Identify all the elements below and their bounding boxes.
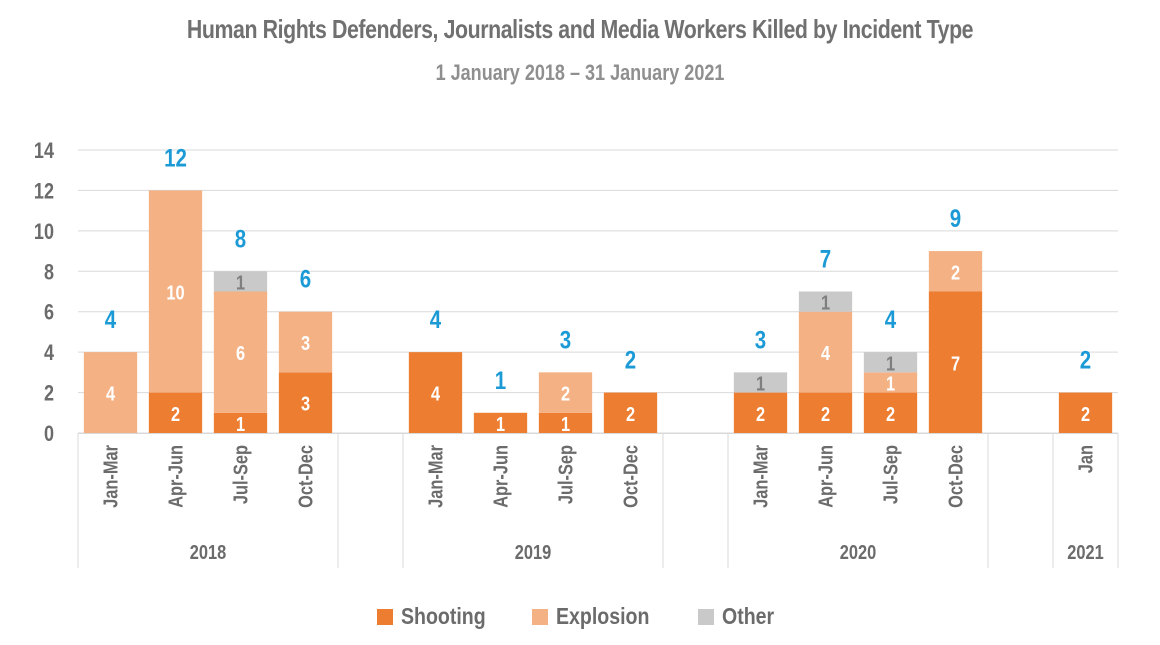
data-label-shooting: 1 <box>496 412 505 435</box>
x-group-label: 2021 <box>1067 540 1103 563</box>
bar-segment-other <box>798 291 853 312</box>
data-label-explosion: 4 <box>821 342 831 365</box>
data-label-explosion: 6 <box>236 342 245 365</box>
data-label-shooting: 2 <box>821 402 830 425</box>
data-label-shooting: 4 <box>431 382 441 405</box>
data-label-shooting: 2 <box>171 402 180 425</box>
data-label-shooting: 1 <box>236 412 245 435</box>
data-label-shooting: 2 <box>756 402 765 425</box>
bar-segment-explosion <box>798 311 853 393</box>
total-label: 7 <box>820 245 831 273</box>
legend-swatch-explosion <box>532 608 549 625</box>
bar-segment-explosion <box>538 372 593 413</box>
legend-item-shooting[interactable]: Shooting <box>376 603 501 630</box>
total-label: 6 <box>300 265 311 293</box>
y-tick-label: 2 <box>44 382 54 406</box>
bar-segment-shooting <box>408 352 463 433</box>
chart-subtitle: 1 January 2018 – 31 January 2021 <box>435 60 725 85</box>
bar-segment-explosion <box>83 352 138 433</box>
total-label: 4 <box>885 305 897 333</box>
data-label-shooting: 2 <box>886 402 895 425</box>
total-label: 12 <box>164 143 187 171</box>
data-label-shooting: 3 <box>301 392 310 415</box>
bar-segment-shooting <box>798 392 853 433</box>
data-label-other: 1 <box>886 352 895 375</box>
bar-segment-explosion <box>863 372 918 393</box>
bar-segment-shooting <box>863 392 918 433</box>
data-label-explosion: 3 <box>301 331 310 354</box>
bar-segment-shooting <box>473 412 528 433</box>
x-tick-label: Apr-Jun <box>814 445 837 508</box>
legend-swatch-other <box>698 608 715 625</box>
bar-segment-shooting <box>603 392 658 433</box>
x-tick-label: Jul-Sep <box>879 445 902 504</box>
x-tick-label: Jul-Sep <box>229 445 252 504</box>
data-label-explosion: 1 <box>886 372 895 395</box>
total-label: 9 <box>950 204 961 232</box>
bar-segment-other <box>733 372 788 393</box>
bar-segment-explosion <box>278 311 333 373</box>
y-tick-label: 12 <box>34 180 54 204</box>
x-tick-label: Oct-Dec <box>294 445 317 508</box>
total-label: 1 <box>495 366 507 394</box>
data-label-explosion: 4 <box>106 382 116 405</box>
total-label: 4 <box>430 305 442 333</box>
legend: Shooting Explosion Other <box>0 603 1160 630</box>
bar-segment-shooting <box>538 412 593 433</box>
data-label-other: 1 <box>236 271 245 294</box>
legend-item-explosion[interactable]: Explosion <box>532 603 666 630</box>
total-label: 4 <box>105 305 117 333</box>
data-label-explosion: 2 <box>561 382 570 405</box>
total-label: 3 <box>755 325 766 353</box>
y-tick-label: 10 <box>34 220 54 244</box>
x-tick-label: Oct-Dec <box>619 445 642 508</box>
bar-segment-explosion <box>148 190 203 393</box>
total-label: 3 <box>560 325 571 353</box>
x-tick-label: Jan-Mar <box>99 445 122 508</box>
y-tick-label: 0 <box>44 422 54 446</box>
bar-segment-shooting <box>733 392 788 433</box>
legend-label-shooting: Shooting <box>400 603 486 629</box>
data-label-shooting: 2 <box>626 402 635 425</box>
legend-label-other: Other <box>722 603 775 629</box>
data-label-shooting: 2 <box>1081 402 1090 425</box>
x-tick-label: Apr-Jun <box>489 445 512 508</box>
stacked-bar-chart: 0246810121444210121618336441112322213241… <box>34 139 1119 568</box>
bar-segment-shooting <box>213 412 268 433</box>
x-group-label: 2018 <box>190 540 226 563</box>
total-label: 2 <box>1080 346 1091 374</box>
total-label: 8 <box>235 224 247 252</box>
data-label-explosion: 2 <box>951 261 960 284</box>
data-label-explosion: 10 <box>166 281 184 304</box>
legend-item-other[interactable]: Other <box>698 603 783 630</box>
bar-segment-shooting <box>278 372 333 433</box>
bar-segment-shooting <box>148 392 203 433</box>
x-tick-label: Apr-Jun <box>164 445 187 508</box>
x-tick-label: Jan-Mar <box>749 445 772 508</box>
y-tick-label: 14 <box>34 139 55 163</box>
data-label-other: 1 <box>756 372 765 395</box>
x-tick-label: Jan <box>1074 445 1097 473</box>
bar-segment-other <box>213 271 268 292</box>
x-group-label: 2019 <box>515 540 551 563</box>
bar-segment-explosion <box>213 291 268 413</box>
y-tick-label: 8 <box>44 261 54 285</box>
x-tick-label: Jan-Mar <box>424 445 447 508</box>
y-tick-label: 6 <box>44 301 54 325</box>
data-label-shooting: 7 <box>951 352 960 375</box>
bar-segment-explosion <box>928 251 983 292</box>
legend-swatch-shooting <box>376 608 393 625</box>
bar-segment-shooting <box>1058 392 1113 433</box>
y-tick-label: 4 <box>44 342 55 366</box>
bar-segment-other <box>863 352 918 373</box>
total-label: 2 <box>625 346 636 374</box>
x-tick-label: Oct-Dec <box>944 445 967 508</box>
x-group-label: 2020 <box>840 540 876 563</box>
legend-label-explosion: Explosion <box>556 603 650 629</box>
data-label-shooting: 1 <box>561 412 570 435</box>
x-tick-label: Jul-Sep <box>554 445 577 504</box>
data-label-other: 1 <box>821 291 830 314</box>
chart-title: Human Rights Defenders, Journalists and … <box>186 14 974 44</box>
bar-segment-shooting <box>928 291 983 433</box>
